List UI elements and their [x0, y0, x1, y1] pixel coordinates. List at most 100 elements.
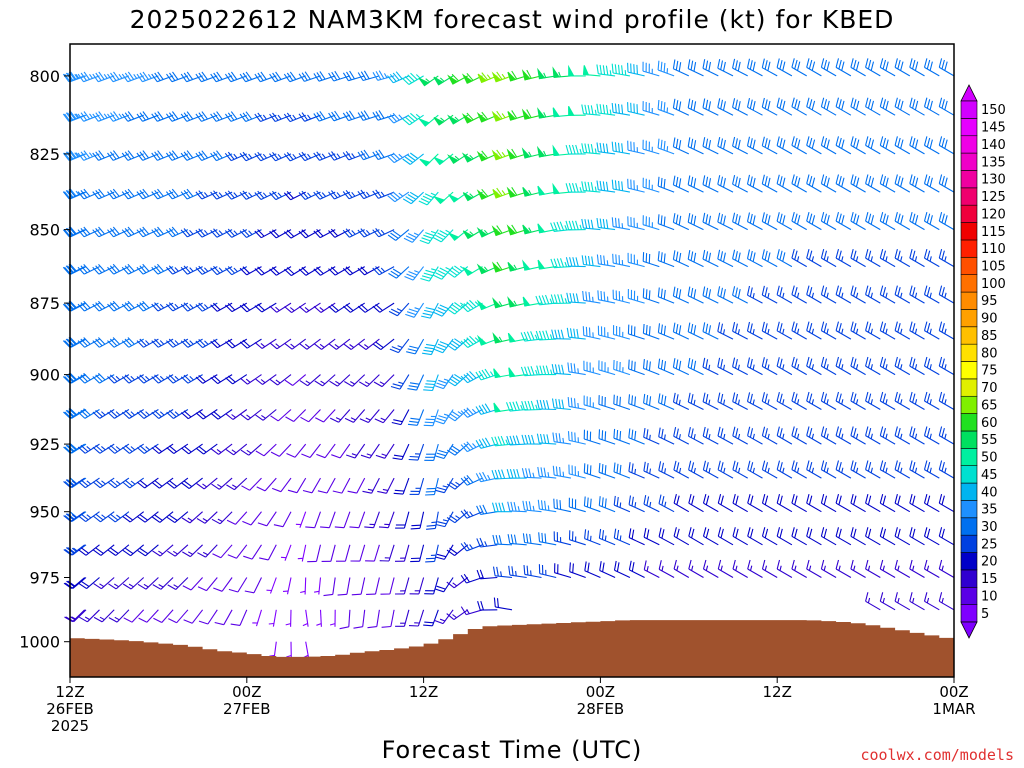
barb-feather	[460, 543, 468, 552]
barb-staff	[330, 544, 336, 562]
barb-feather	[761, 212, 765, 222]
barb-feather	[481, 72, 489, 81]
barb-feather	[95, 409, 103, 418]
barb-feather	[732, 58, 736, 69]
barb-staff	[894, 400, 911, 410]
barb-feather	[496, 261, 503, 271]
barb-half-feather	[300, 590, 306, 594]
wind-barb	[643, 527, 660, 546]
barb-feather	[779, 250, 783, 261]
wind-barb	[552, 182, 571, 195]
barb-feather	[764, 60, 768, 70]
wind-barb	[240, 409, 262, 421]
barb-feather	[894, 356, 898, 367]
barb-feather	[702, 460, 707, 471]
barb-feather	[941, 59, 945, 70]
barb-feather	[806, 248, 810, 259]
barb-feather	[92, 73, 99, 83]
barb-staff	[835, 220, 852, 231]
wind-barb	[391, 409, 410, 426]
wind-barb	[761, 136, 778, 155]
barb-flag	[462, 267, 474, 277]
barb-feather	[463, 303, 471, 311]
barb-feather	[375, 303, 383, 312]
barb-half-feather	[535, 404, 538, 410]
barb-feather	[621, 181, 624, 191]
barb-flag	[433, 76, 444, 86]
barb-half-feather	[380, 229, 385, 235]
barb-feather	[894, 211, 898, 222]
wind-barb	[298, 112, 321, 122]
barb-feather	[372, 190, 379, 199]
barb-feather	[687, 98, 691, 108]
barb-feather	[867, 461, 872, 472]
barb-feather	[463, 374, 471, 382]
barb-feather	[865, 356, 869, 367]
wind-barb	[865, 97, 881, 116]
barb-feather	[357, 151, 364, 161]
wind-barb	[642, 139, 660, 155]
barb-staff	[568, 439, 586, 445]
wind-barb	[107, 443, 130, 454]
barb-staff	[658, 223, 675, 231]
barb-feather	[734, 99, 738, 110]
barb-feather	[493, 597, 496, 607]
barb-feather	[663, 62, 666, 73]
barb-half-feather	[543, 150, 547, 156]
barb-feather	[63, 411, 71, 419]
wind-barb	[672, 213, 690, 231]
barb-feather	[95, 112, 102, 121]
barb-feather	[571, 220, 576, 230]
wind-barb	[418, 75, 439, 87]
barb-feather	[746, 58, 751, 69]
wind-barb	[395, 609, 410, 627]
barb-staff	[762, 400, 778, 410]
wind-barb	[225, 374, 248, 385]
barb-feather	[139, 445, 148, 453]
barb-feather	[331, 151, 338, 160]
barb-feather	[658, 527, 662, 537]
barb-staff	[747, 568, 763, 578]
barb-feather	[749, 323, 753, 333]
wind-barb	[551, 329, 571, 340]
barb-staff	[776, 535, 793, 546]
barb-feather	[169, 480, 178, 487]
barb-feather	[109, 338, 118, 347]
barb-half-feather	[275, 306, 280, 312]
barb-feather	[165, 191, 173, 200]
barb-feather	[124, 338, 132, 347]
barb-half-feather	[248, 153, 253, 159]
barb-staff	[924, 365, 940, 376]
barb-staff	[894, 435, 911, 445]
barb-half-feather	[445, 267, 451, 271]
wind-barb	[598, 528, 616, 546]
barb-feather	[405, 313, 415, 318]
barb-staff	[116, 609, 130, 623]
barb-feather	[926, 250, 931, 260]
barb-staff	[732, 221, 748, 231]
wind-barb	[78, 544, 100, 556]
x-tick-label: 1MAR	[932, 700, 975, 718]
wind-barb	[269, 151, 292, 162]
x-tick-label: 2025	[51, 717, 89, 735]
barb-half-feather	[944, 292, 947, 298]
barb-staff	[673, 568, 690, 578]
barb-feather	[328, 152, 335, 161]
barb-feather	[806, 136, 810, 146]
wind-barb	[806, 97, 822, 116]
wind-barb	[732, 559, 748, 578]
wind-barb	[358, 374, 380, 387]
wind-barb	[77, 111, 100, 122]
barb-feather	[560, 329, 565, 340]
barb-staff	[835, 469, 852, 479]
barb-staff	[747, 258, 763, 268]
barb-feather	[540, 500, 544, 510]
barb-feather	[835, 460, 840, 470]
barb-half-feather	[74, 73, 79, 79]
barb-flag	[522, 224, 531, 235]
barb-feather	[604, 431, 607, 441]
barb-feather	[663, 178, 666, 189]
barb-staff	[583, 404, 601, 411]
barb-feather	[702, 527, 707, 537]
barb-feather	[425, 560, 435, 563]
